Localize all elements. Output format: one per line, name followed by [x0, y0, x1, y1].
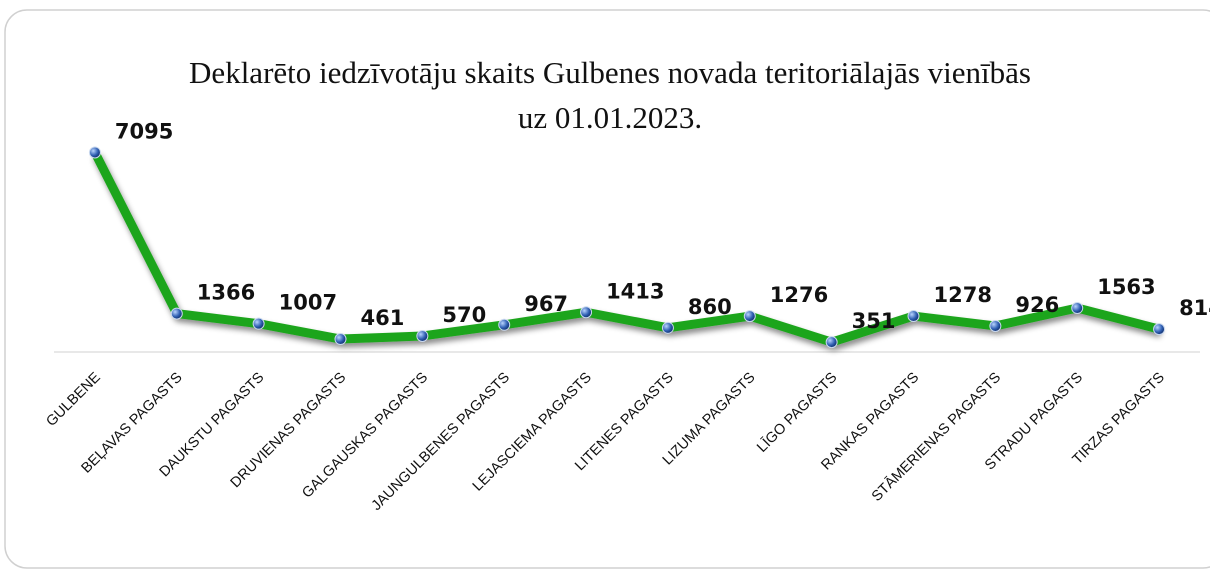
data-label: 570	[442, 303, 486, 327]
marker	[825, 336, 838, 349]
marker	[416, 329, 429, 342]
marker	[989, 319, 1002, 332]
marker	[334, 333, 347, 346]
marker	[88, 146, 101, 159]
chart-title: Deklarēto iedzīvotāju skaits Gulbenes no…	[189, 55, 1031, 135]
marker	[661, 321, 674, 334]
data-label: 967	[524, 292, 568, 316]
line	[90, 150, 1161, 347]
marker	[907, 310, 920, 323]
marker	[252, 317, 265, 330]
data-label: 1366	[197, 281, 255, 305]
data-label: 351	[852, 309, 896, 333]
card	[4, 9, 1210, 569]
data-label: 7095	[115, 119, 173, 143]
data-label: 1276	[770, 283, 828, 307]
data-label: 1278	[934, 283, 992, 307]
marker	[170, 307, 183, 320]
data-label: 814	[1179, 296, 1210, 320]
marker	[1153, 323, 1166, 336]
data-label: 1413	[606, 279, 664, 303]
data-label: 860	[688, 295, 732, 319]
marker	[580, 306, 593, 319]
marker	[1071, 302, 1084, 315]
data-label: 461	[361, 306, 405, 330]
data-label: 926	[1015, 293, 1059, 317]
data-label: 1563	[1097, 275, 1155, 299]
marker	[743, 310, 756, 323]
marker	[498, 318, 511, 331]
data-label: 1007	[279, 291, 337, 315]
